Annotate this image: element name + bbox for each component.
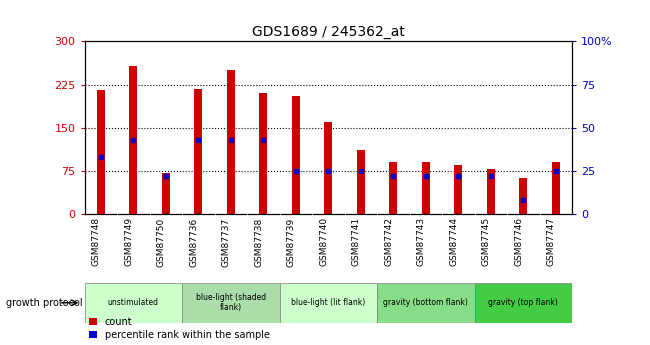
Bar	[292, 96, 300, 214]
Bar	[194, 89, 202, 214]
Bar	[84, 283, 182, 323]
Text: GSM87746: GSM87746	[514, 217, 523, 266]
Bar	[454, 165, 462, 214]
Text: growth protocol: growth protocol	[6, 298, 83, 308]
Bar	[324, 122, 332, 214]
Text: GSM87747: GSM87747	[547, 217, 556, 266]
Bar	[552, 162, 560, 214]
Text: GSM87749: GSM87749	[124, 217, 133, 266]
Text: GSM87741: GSM87741	[352, 217, 361, 266]
Bar	[519, 178, 527, 214]
Title: GDS1689 / 245362_at: GDS1689 / 245362_at	[252, 25, 405, 39]
Bar	[487, 169, 495, 214]
Text: GSM87739: GSM87739	[287, 217, 296, 267]
Text: GSM87743: GSM87743	[417, 217, 426, 266]
Text: GSM87740: GSM87740	[319, 217, 328, 266]
Text: blue-light (shaded
flank): blue-light (shaded flank)	[196, 293, 266, 313]
Text: GSM87737: GSM87737	[222, 217, 231, 267]
Text: unstimulated: unstimulated	[108, 298, 159, 307]
Text: gravity (bottom flank): gravity (bottom flank)	[384, 298, 468, 307]
Text: GSM87750: GSM87750	[157, 217, 166, 267]
Legend: count, percentile rank within the sample: count, percentile rank within the sample	[89, 317, 270, 340]
Bar	[129, 66, 137, 214]
Bar	[259, 93, 267, 214]
Text: GSM87742: GSM87742	[384, 217, 393, 266]
Bar	[422, 162, 430, 214]
Text: GSM87736: GSM87736	[189, 217, 198, 267]
Text: GSM87738: GSM87738	[254, 217, 263, 267]
Bar	[97, 90, 105, 214]
Bar	[162, 172, 170, 214]
Text: blue-light (lit flank): blue-light (lit flank)	[291, 298, 365, 307]
Text: GSM87748: GSM87748	[92, 217, 101, 266]
Bar	[182, 283, 280, 323]
Bar	[377, 283, 474, 323]
Bar	[389, 162, 397, 214]
Bar	[227, 70, 235, 214]
Text: GSM87745: GSM87745	[482, 217, 491, 266]
Bar	[280, 283, 377, 323]
Bar	[474, 283, 572, 323]
Text: GSM87744: GSM87744	[449, 217, 458, 266]
Text: gravity (top flank): gravity (top flank)	[488, 298, 558, 307]
Bar	[357, 149, 365, 214]
